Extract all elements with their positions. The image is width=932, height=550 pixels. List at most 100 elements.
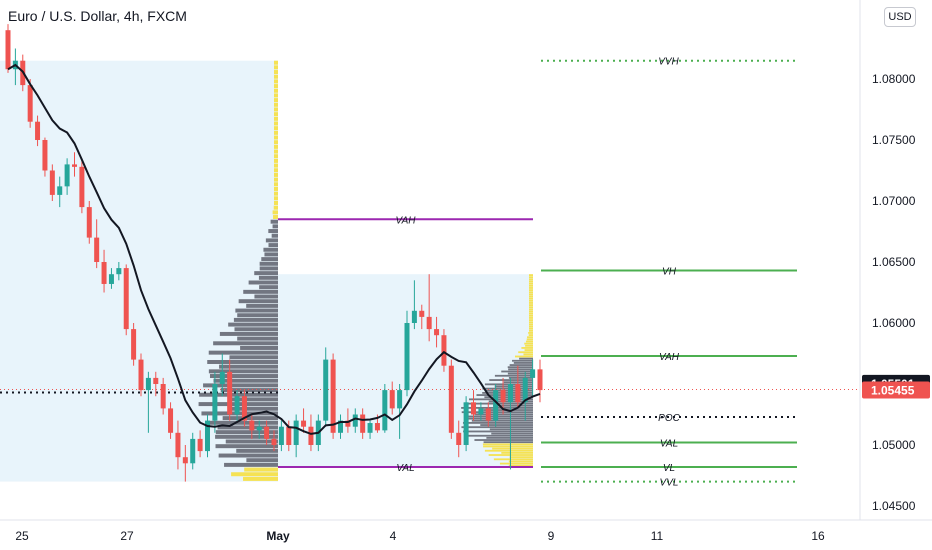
profile-2-bar [499,462,533,465]
candle-body [352,414,358,427]
profile-1-bar [228,322,278,327]
profile-1-bar [274,102,278,107]
profile-1-bar [213,341,278,346]
profile-1-bar [229,397,278,402]
profile-1-bar [238,299,278,304]
profile-2-bar [529,317,533,319]
profile-1-bar [272,210,278,215]
level-label-val: VAL [660,439,678,450]
candle-body [434,329,440,336]
profile-2-bar [482,387,533,390]
profile-1-bar [208,350,278,355]
profile-1-bar [237,313,278,318]
y-tick-label: 1.08000 [872,72,916,86]
candle-body [175,432,181,458]
level-label-vah: VAH [395,215,416,226]
currency-button[interactable]: USD [884,7,916,27]
profile-2-bar [529,287,533,289]
candle-body [419,310,425,317]
profile-1-bar [272,224,278,229]
candle-body [404,323,410,391]
profile-1-bar [274,201,278,205]
profile-1-bar [213,378,278,383]
profile-2-bar [529,304,533,307]
profile-1-bar [274,98,278,103]
profile-2-bar [523,353,533,356]
candle-body [116,268,122,275]
level-label-vvh: VVH [658,57,679,68]
profile-2-bar [467,434,533,437]
candle-body [330,359,336,433]
profile-2-bar [529,299,533,302]
x-tick-label: 25 [15,529,29,543]
candle-body [182,457,188,464]
profile-2-bar [529,321,533,324]
candle-body [367,423,373,433]
profile-2-bar [471,419,533,422]
profile-2-bar [519,357,533,360]
profile-1-bar [207,360,278,364]
profile-1-bar [274,107,278,112]
profile-1-bar [274,196,278,201]
profile-2-bar [501,451,533,454]
profile-1-bar [274,172,278,177]
candle-body [64,164,70,187]
profile-1-bar [219,331,278,336]
profile-1-bar [273,205,278,210]
candle-body [241,396,247,421]
candle-body [256,426,262,431]
profile-1-bar [274,168,278,173]
profile-2-bar [528,334,533,336]
y-tick-label: 1.05000 [872,438,916,452]
profile-1-bar [274,121,278,126]
profile-2-bar [474,413,533,416]
candle-body [249,420,255,431]
x-tick-label: 4 [390,529,397,543]
candle-body [35,121,41,140]
profile-1-bar [229,355,278,360]
candle-body [27,85,33,122]
profile-2-bar [529,302,533,304]
profile-2-bar [483,445,533,448]
profile-1-bar [274,79,278,84]
level-label-val: VAL [396,463,414,474]
profile-1-bar [259,266,278,271]
profile-1-bar [237,336,278,341]
profile-2-bar [529,291,533,294]
candle-body [153,377,159,384]
candle-body [478,408,484,415]
profile-1-bar [274,88,278,93]
candle-body [108,274,114,284]
candle-body [86,207,92,238]
x-tick-label: 27 [120,529,134,543]
profile-2-bar [524,342,533,345]
profile-2-bar [529,282,533,285]
profile-2-bar [528,332,533,334]
profile-1-bar [274,158,278,163]
candle-body [397,390,403,409]
candle-body [145,377,151,391]
profile-2-bar [486,436,533,439]
profile-1-bar [219,364,278,369]
profile-1-bar [254,294,278,299]
profile-1-bar [201,411,278,416]
candle-body [168,408,174,433]
profile-2-bar [489,428,533,431]
profile-1-bar [268,243,278,248]
profile-2-bar [529,325,533,328]
profile-2-bar [529,312,533,315]
profile-2-bar [527,336,533,339]
profile-2-bar [512,359,533,362]
candle-body [72,164,77,167]
profile-2-bar [529,310,533,313]
profile-1-bar [273,215,278,220]
candle-body [205,420,210,452]
profile-1-bar [274,116,278,121]
profile-1-bar [274,163,278,168]
profile-2-bar [492,447,533,450]
profile-1-bar [264,252,278,257]
candle-body [57,186,63,195]
x-tick-label: 9 [548,529,555,543]
profile-2-bar [525,344,533,347]
